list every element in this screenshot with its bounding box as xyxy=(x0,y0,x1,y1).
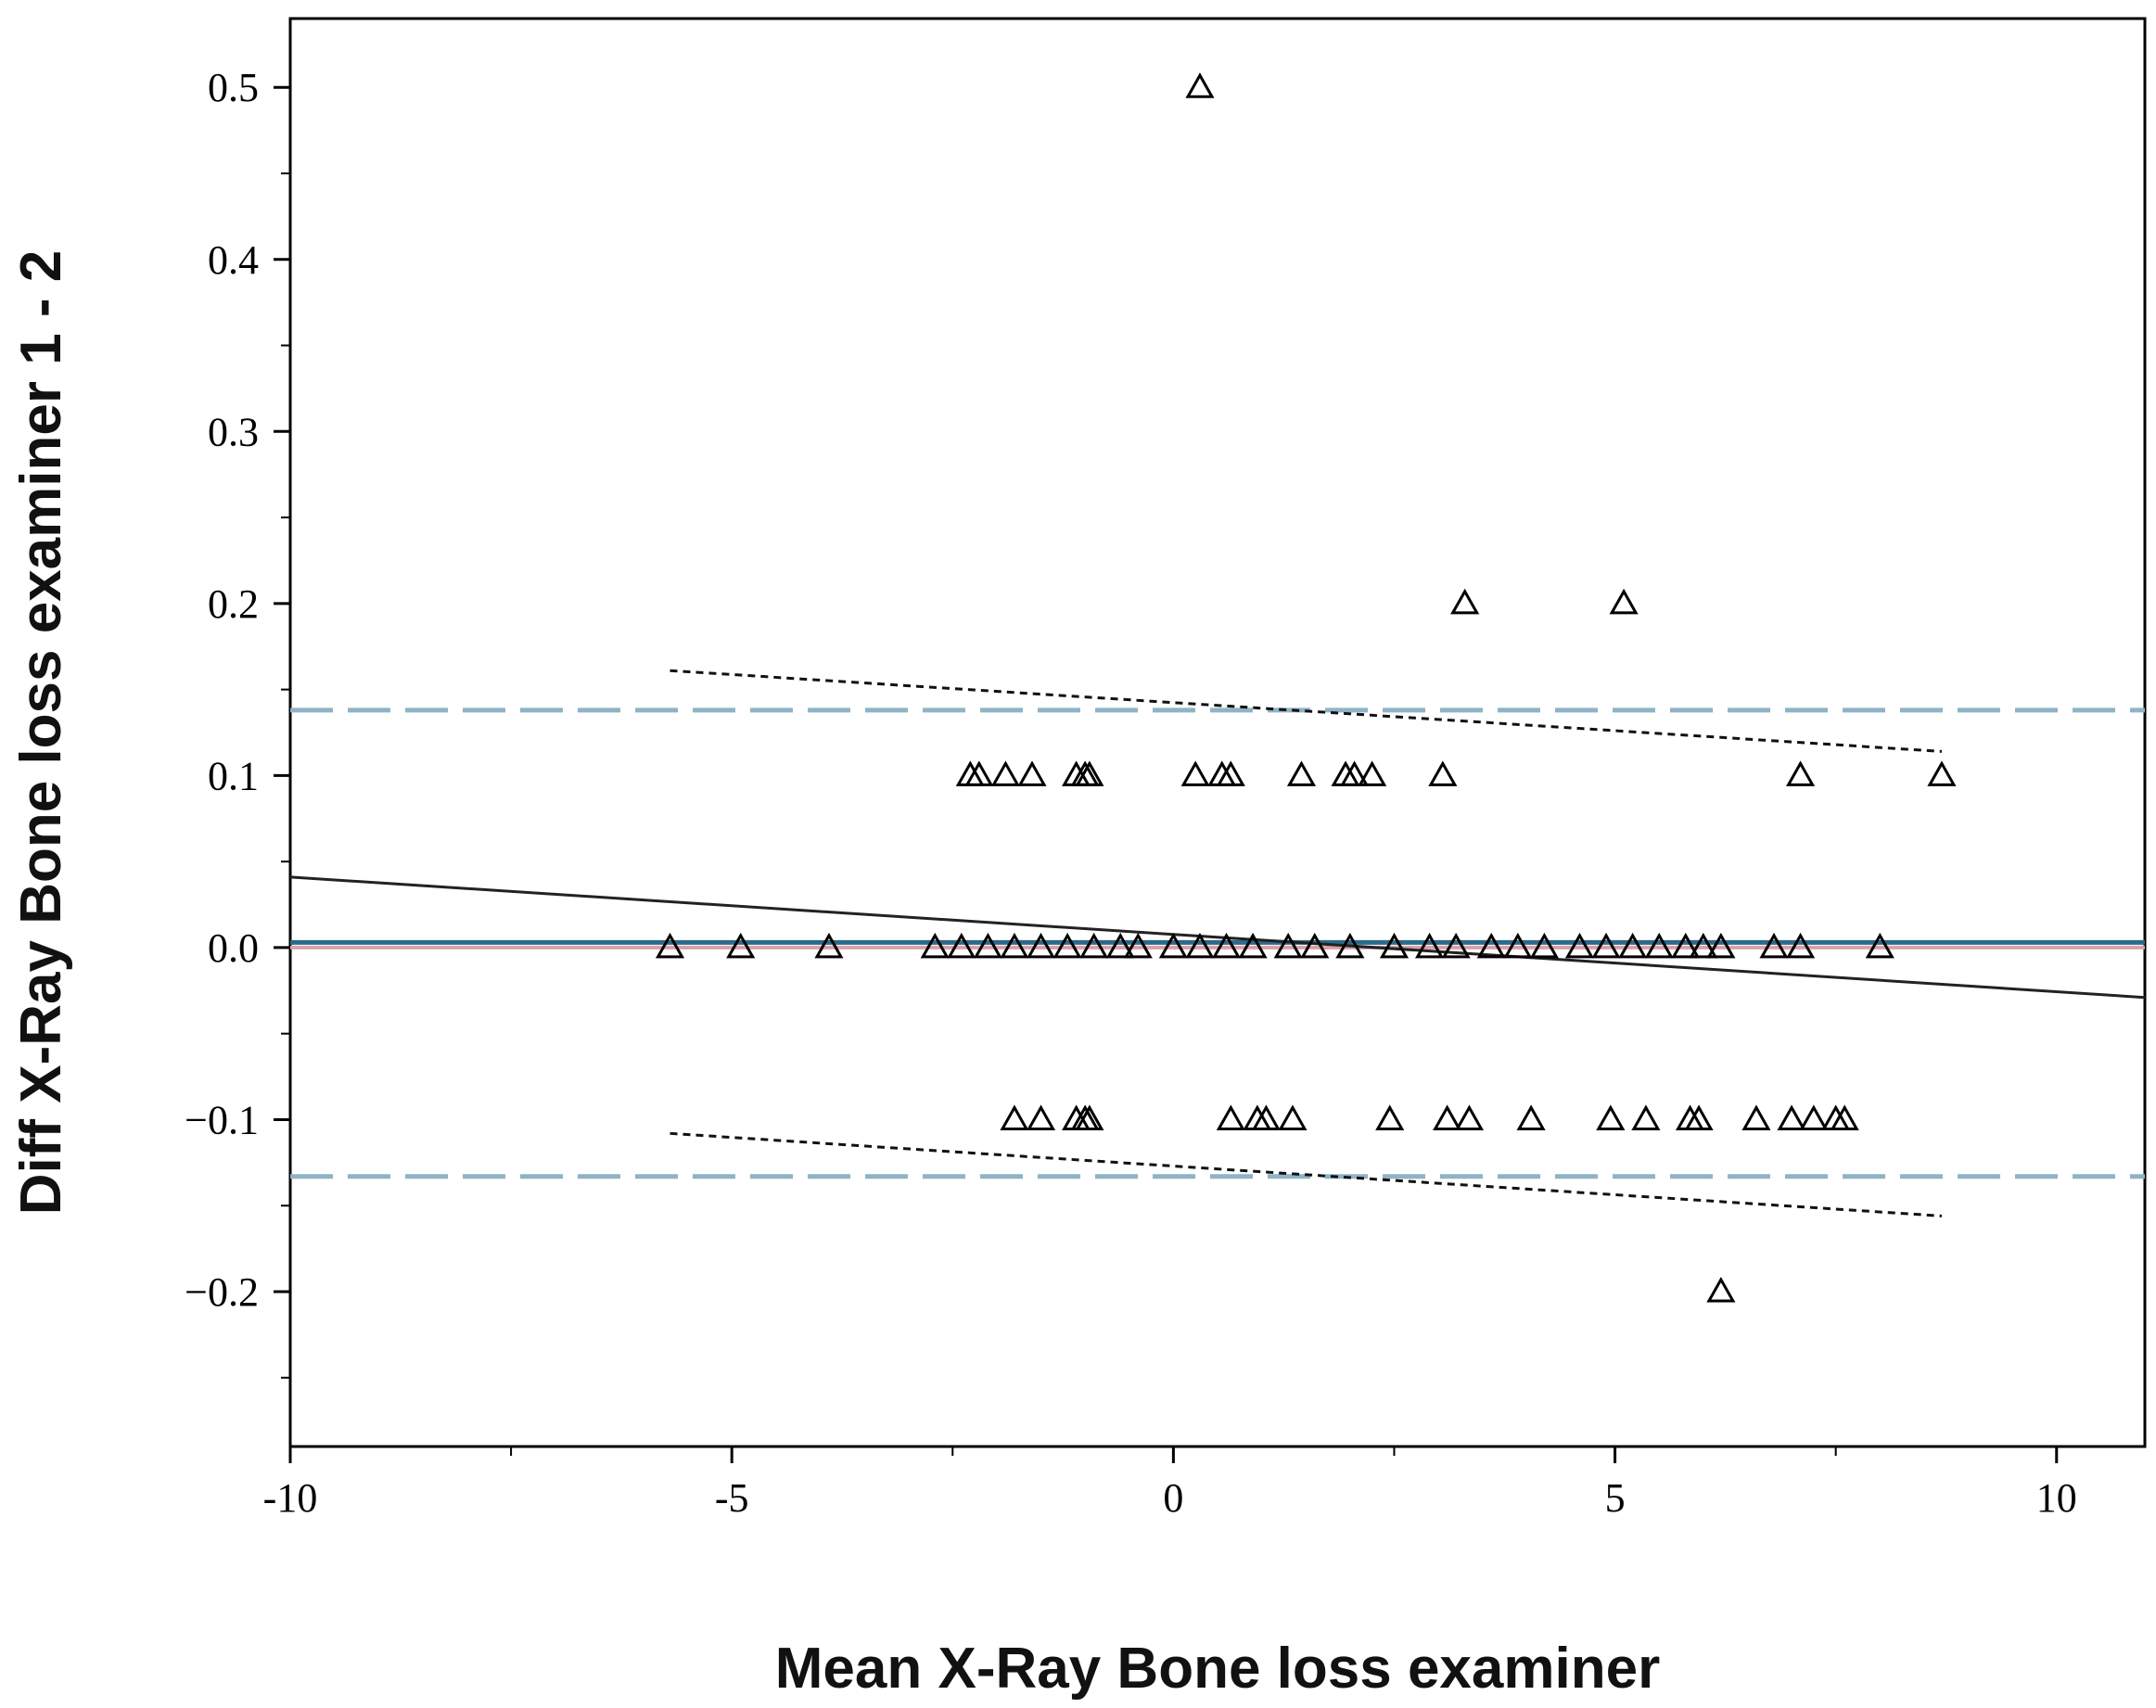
data-point xyxy=(1671,932,1701,959)
data-point xyxy=(964,760,994,786)
data-point xyxy=(1415,932,1445,959)
data-point xyxy=(1000,932,1029,959)
x-axis-title: Mean X-Ray Bone loss examiner xyxy=(775,1637,1660,1701)
data-point xyxy=(726,932,756,959)
x-tick-label: -10 xyxy=(263,1475,318,1521)
reference-lines xyxy=(290,707,2145,1179)
data-point xyxy=(1476,932,1506,959)
y-tick-label: −0.1 xyxy=(185,1097,259,1142)
data-point xyxy=(1618,932,1648,959)
data-point xyxy=(1180,760,1210,786)
data-point xyxy=(1830,1104,1859,1130)
y-tick-label: 0.1 xyxy=(208,753,259,798)
x-tick-label: 5 xyxy=(1605,1475,1626,1521)
data-point xyxy=(920,932,950,959)
data-point xyxy=(1786,932,1816,959)
data-point xyxy=(1216,1104,1245,1130)
data-point xyxy=(1433,1104,1462,1130)
data-point xyxy=(1075,760,1104,786)
data-point xyxy=(1454,1104,1484,1130)
y-tick-label: 0.4 xyxy=(208,237,259,283)
lower-band-line xyxy=(670,1131,1943,1217)
data-point xyxy=(655,932,685,959)
data-point xyxy=(1786,760,1816,786)
data-point xyxy=(1503,932,1533,959)
data-point xyxy=(1158,932,1188,959)
data-point xyxy=(1516,1104,1546,1130)
data-point xyxy=(1428,760,1458,786)
data-point xyxy=(1684,1104,1714,1130)
data-point xyxy=(1052,932,1082,959)
data-point xyxy=(990,760,1020,786)
data-point xyxy=(814,932,844,959)
data-point xyxy=(1689,932,1718,959)
data-point xyxy=(1278,1104,1308,1130)
data-point xyxy=(1185,932,1215,959)
data-point xyxy=(1441,932,1471,959)
data-point xyxy=(1300,932,1330,959)
data-point xyxy=(1596,1104,1626,1130)
y-axis: −0.2 −0.1 0.0 0.1 0.2 0.3 0.4 0.5 xyxy=(185,65,290,1379)
data-point xyxy=(1450,588,1480,615)
data-point xyxy=(1075,1104,1104,1130)
data-point xyxy=(1026,932,1056,959)
data-point xyxy=(1375,1104,1405,1130)
data-point xyxy=(1105,932,1135,959)
upper-band-line xyxy=(670,669,1943,753)
data-point xyxy=(947,932,976,959)
data-point xyxy=(1529,932,1559,959)
data-point xyxy=(1706,932,1736,959)
data-point xyxy=(1358,760,1387,786)
x-axis: -10 -5 0 5 10 xyxy=(263,1447,2077,1521)
data-point xyxy=(1777,1104,1806,1130)
data-point xyxy=(973,932,1002,959)
data-point xyxy=(1759,932,1789,959)
x-tick-label: -5 xyxy=(715,1475,749,1521)
fit-lines xyxy=(289,669,2146,1217)
data-point xyxy=(1340,760,1370,786)
data-points xyxy=(655,72,1957,1303)
data-point xyxy=(1079,932,1109,959)
data-point xyxy=(1564,932,1595,959)
data-point xyxy=(1286,760,1317,786)
data-point xyxy=(1631,1104,1661,1130)
y-tick-label: 0.0 xyxy=(208,925,259,971)
data-point xyxy=(1591,932,1621,959)
data-point xyxy=(1927,760,1957,786)
data-point xyxy=(1017,760,1047,786)
x-tick-label: 10 xyxy=(2036,1475,2077,1521)
y-axis-title: Diff X-Ray Bone loss examiner 1 - 2 xyxy=(9,250,73,1216)
data-point xyxy=(1216,760,1245,786)
data-point xyxy=(1273,932,1303,959)
data-point xyxy=(1251,1104,1281,1130)
data-point xyxy=(1123,932,1153,959)
data-point xyxy=(1644,932,1674,959)
data-point xyxy=(1185,72,1215,98)
data-point xyxy=(1706,1276,1736,1303)
data-point xyxy=(1379,932,1410,959)
data-point xyxy=(1865,932,1894,959)
data-point xyxy=(1799,1104,1829,1130)
regression-line xyxy=(289,875,2146,1000)
y-tick-label: −0.2 xyxy=(185,1269,259,1315)
x-tick-label: 0 xyxy=(1163,1475,1183,1521)
y-tick-label: 0.2 xyxy=(208,581,259,627)
data-point xyxy=(1609,588,1639,615)
data-point xyxy=(1211,932,1242,959)
data-point xyxy=(1238,932,1268,959)
data-point xyxy=(1000,1104,1029,1130)
data-point xyxy=(1026,1104,1056,1130)
data-point xyxy=(1741,1104,1771,1130)
data-point xyxy=(1335,932,1365,959)
plot-frame xyxy=(288,17,2147,1448)
y-tick-label: 0.5 xyxy=(208,65,259,110)
y-tick-label: 0.3 xyxy=(208,409,259,454)
